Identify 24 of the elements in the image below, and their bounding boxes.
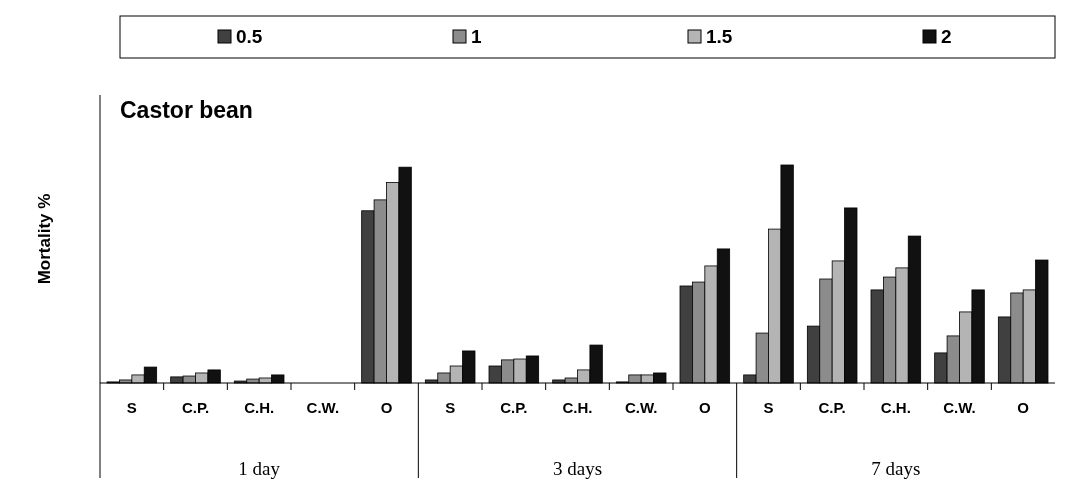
x-tick-label: C.H. xyxy=(244,399,275,416)
text: 7 days xyxy=(871,458,921,479)
x-tick-label: C.W. xyxy=(306,399,340,416)
x-tick-label: O xyxy=(1017,399,1030,416)
x-tick-label: C.H. xyxy=(880,399,911,416)
legend-label: 2 xyxy=(941,26,952,47)
x-tick-label: C.P. xyxy=(500,399,528,416)
legend-label: 1.5 xyxy=(706,26,733,47)
x-tick-label: C.W. xyxy=(943,399,976,416)
legend-label: 1 xyxy=(471,26,482,47)
x-tick-label: C.P. xyxy=(818,399,846,416)
x-tick-label: S xyxy=(126,399,137,416)
x-tick-label: S xyxy=(763,399,774,416)
legend-label: 0.5 xyxy=(236,26,263,47)
y-axis-title: Mortality % xyxy=(35,193,54,285)
text: 3 days xyxy=(552,458,603,479)
x-tick-label: O xyxy=(380,399,393,416)
x-tick-label: C.W. xyxy=(624,399,658,416)
x-tick-label: C.P. xyxy=(181,399,210,416)
chart-title: Castor bean xyxy=(120,96,253,123)
x-tick-label: C.H. xyxy=(562,399,593,416)
x-tick-label: O xyxy=(699,399,711,416)
x-tick-label: S xyxy=(445,399,456,416)
text: 1 day xyxy=(238,458,281,479)
